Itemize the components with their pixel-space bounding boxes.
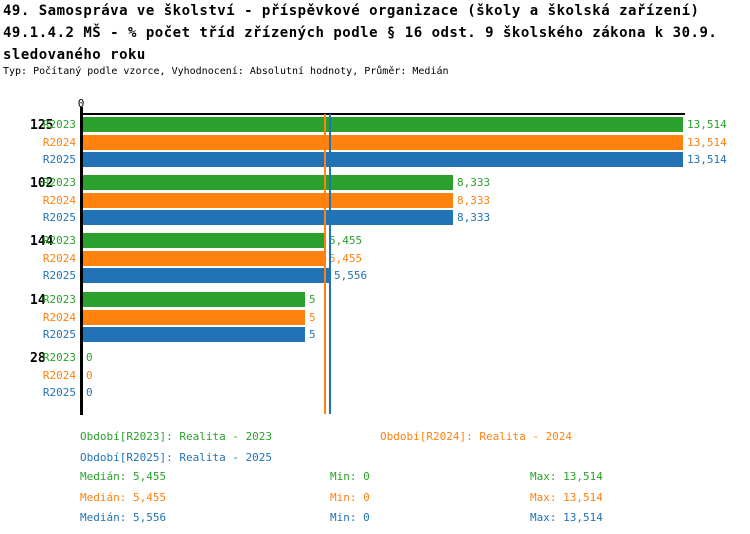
bar-value-label: 8,333 <box>457 211 491 225</box>
category-label: 144 <box>30 234 54 249</box>
category-label: 125 <box>30 118 54 133</box>
bar-r2023 <box>83 233 325 248</box>
category-label: 102 <box>30 176 54 191</box>
stat-min-r2023: Min: 0 <box>330 470 370 483</box>
bar-r2023 <box>83 175 453 190</box>
series-label-r2025: R2025 <box>42 386 76 400</box>
series-label-r2025: R2025 <box>42 269 76 283</box>
series-label-r2023: R2023 <box>42 351 76 364</box>
series-label-r2024: R2024 <box>42 135 76 149</box>
stat-max-r2024: Max: 13,514 <box>530 491 603 504</box>
bar-r2024 <box>83 192 453 208</box>
chart-title-line-2: 49.1.4.2 MŠ - % počet tříd zřízených pod… <box>3 25 718 41</box>
bar-value-label: 0 <box>86 351 93 364</box>
bar-value-label: 5 <box>309 328 316 342</box>
stat-min-r2024: Min: 0 <box>330 491 370 504</box>
series-label-r2024: R2024 <box>42 251 76 265</box>
y-axis-line <box>80 107 83 415</box>
bar-r2024 <box>83 250 325 266</box>
bar-value-label: 0 <box>86 386 93 400</box>
x-axis-origin-tick-label: 0 <box>77 97 85 110</box>
chart-title-line-3: sledovaného roku <box>3 47 146 63</box>
bar-r2024 <box>83 134 683 150</box>
bar-value-label: 5 <box>309 293 316 306</box>
bar-value-label: 5 <box>309 310 316 324</box>
median-line-r2024 <box>324 114 326 414</box>
series-label-r2023: R2023 <box>42 234 76 247</box>
series-label-r2025: R2025 <box>42 153 76 167</box>
bar-value-label: 13,514 <box>687 153 727 167</box>
stat-max-r2023: Max: 13,514 <box>530 470 603 483</box>
bar-value-label: 0 <box>86 368 93 382</box>
legend-item-r2023: Období[R2023]: Realita - 2023 <box>80 430 273 443</box>
median-line-r2025 <box>329 114 331 414</box>
bar-value-label: 5,455 <box>329 234 363 247</box>
bar-r2025 <box>83 210 453 226</box>
legend-item-r2025: Období[R2025]: Realita - 2025 <box>80 451 273 464</box>
series-label-r2024: R2024 <box>42 310 76 324</box>
bar-r2023 <box>83 292 305 307</box>
stat-min-r2025: Min: 0 <box>330 511 370 524</box>
series-label-r2023: R2023 <box>42 293 76 306</box>
bar-value-label: 5,556 <box>334 269 368 283</box>
stat-max-r2025: Max: 13,514 <box>530 511 603 524</box>
series-label-r2025: R2025 <box>42 328 76 342</box>
series-label-r2025: R2025 <box>42 211 76 225</box>
bar-r2025 <box>83 152 683 168</box>
bar-value-label: 13,514 <box>687 118 727 131</box>
chart-meta-line: Typ: Počítaný podle vzorce, Vyhodnocení:… <box>3 66 449 77</box>
category-label: 28 <box>30 351 46 366</box>
bar-r2025 <box>83 268 330 284</box>
category-label: 14 <box>30 293 46 308</box>
bar-value-label: 5,455 <box>329 251 363 265</box>
bar-value-label: 8,333 <box>457 176 491 189</box>
stat-median-r2024: Medián: 5,455 <box>80 491 167 504</box>
chart-title-line-1: 49. Samospráva ve školství - příspěvkové… <box>3 3 700 19</box>
bar-value-label: 8,333 <box>457 193 491 207</box>
stat-median-r2023: Medián: 5,455 <box>80 470 167 483</box>
bar-r2025 <box>83 327 305 343</box>
series-label-r2024: R2024 <box>42 193 76 207</box>
bar-r2024 <box>83 309 305 325</box>
series-label-r2023: R2023 <box>42 176 76 189</box>
series-label-r2024: R2024 <box>42 368 76 382</box>
bar-r2023 <box>83 117 683 132</box>
bar-value-label: 13,514 <box>687 135 727 149</box>
x-axis-line <box>82 113 685 115</box>
series-label-r2023: R2023 <box>42 118 76 131</box>
legend-item-r2024: Období[R2024]: Realita - 2024 <box>380 430 573 443</box>
stat-median-r2025: Medián: 5,556 <box>80 511 167 524</box>
